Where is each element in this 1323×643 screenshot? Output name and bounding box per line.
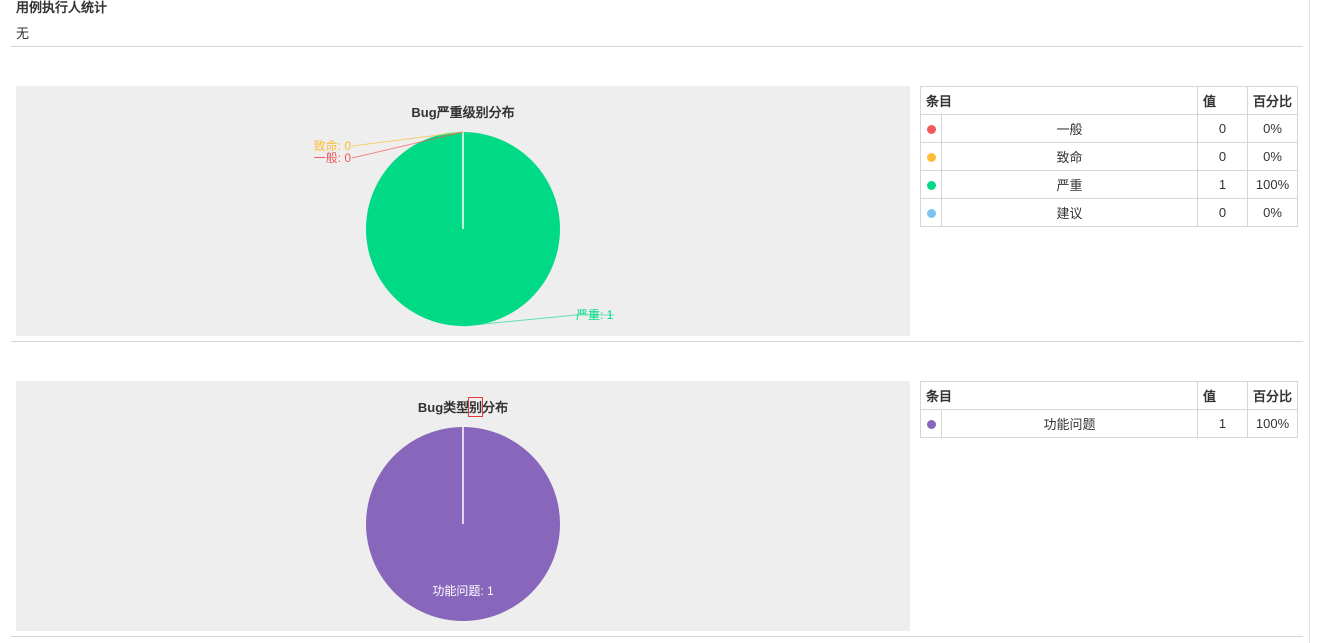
legend-dot-icon: [926, 125, 936, 135]
table-header-row: 条目 值 百分比: [920, 86, 1298, 115]
header-percent: 百分比: [1247, 381, 1298, 410]
type-pie-chart: Bug类型别分布 功能问题: 1: [366, 400, 560, 621]
severity-pie-chart: Bug严重级别分布 致命: 0一般: 0 严重: 1: [314, 105, 614, 327]
legend-dot-icon: [926, 209, 936, 219]
type-chart-panel: Bug类型别分布 功能问题: 1: [16, 381, 910, 631]
table-row: 严重 1 100%: [920, 170, 1298, 199]
divider: [11, 46, 1303, 47]
highlight-box: [468, 397, 483, 417]
row-value: 0: [1197, 198, 1248, 227]
label-leader-line: [351, 131, 464, 147]
row-value: 1: [1197, 170, 1248, 199]
legend-dot-icon: [926, 420, 936, 430]
severity-chart-panel: Bug严重级别分布 致命: 0 一般: 0 严重: 1: [16, 86, 910, 336]
row-percent: 0%: [1247, 198, 1298, 227]
label-leader-line: [351, 131, 464, 159]
slice-label: 严重: 1: [576, 308, 614, 322]
row-label: 功能问题: [941, 409, 1198, 438]
divider: [11, 636, 1303, 637]
row-percent: 100%: [1247, 409, 1298, 438]
chart-title: Bug严重级别分布: [411, 105, 514, 120]
table-row: 致命 0 0%: [920, 142, 1298, 171]
row-label: 一般: [941, 114, 1198, 143]
divider: [11, 341, 1303, 342]
table-header-row: 条目 值 百分比: [920, 381, 1298, 410]
severity-table: 条目 值 百分比 一般 0 0% 致命 0 0% 严重 1 100% 建议 0 …: [920, 86, 1298, 227]
row-percent: 0%: [1247, 142, 1298, 171]
row-label: 建议: [941, 198, 1198, 227]
header-percent: 百分比: [1247, 86, 1298, 115]
slice-label: 致命: 0: [314, 138, 352, 153]
label-leader-line: [462, 314, 614, 327]
table-row: 建议 0 0%: [920, 198, 1298, 227]
slice-label: 功能问题: 1: [432, 584, 494, 598]
header-value: 值: [1197, 86, 1248, 115]
table-row: 一般 0 0%: [920, 114, 1298, 143]
chart-title: Bug类型别分布: [418, 400, 508, 415]
empty-text: 无: [16, 26, 30, 41]
legend-dot-icon: [926, 181, 936, 191]
table-row: 功能问题 1 100%: [920, 409, 1298, 438]
legend-dot-icon: [926, 153, 936, 163]
header-value: 值: [1197, 381, 1248, 410]
header-item: 条目: [920, 381, 1198, 410]
row-percent: 100%: [1247, 170, 1298, 199]
row-value: 0: [1197, 114, 1248, 143]
slice-label: 一般: 0: [314, 150, 352, 165]
header-item: 条目: [920, 86, 1198, 115]
type-table: 条目 值 百分比 功能问题 1 100%: [920, 381, 1298, 438]
row-value: 0: [1197, 142, 1248, 171]
row-value: 1: [1197, 409, 1248, 438]
row-label: 严重: [941, 170, 1198, 199]
row-percent: 0%: [1247, 114, 1298, 143]
row-label: 致命: [941, 142, 1198, 171]
section-title: 用例执行人统计: [16, 0, 108, 15]
